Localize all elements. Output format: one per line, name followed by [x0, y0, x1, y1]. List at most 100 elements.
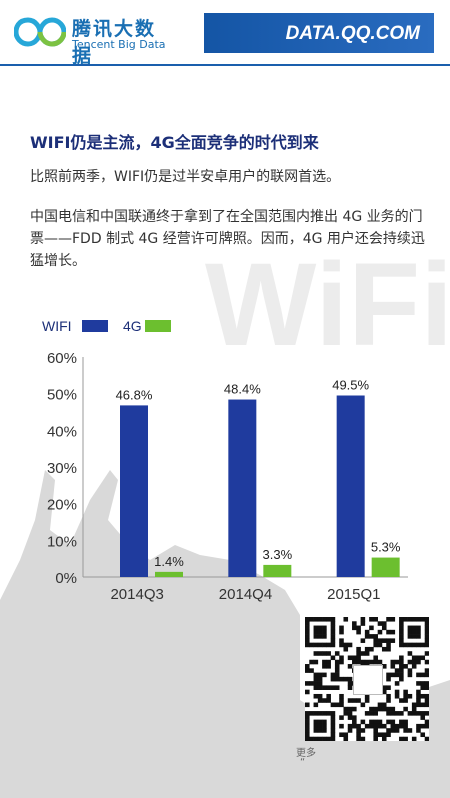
qr-module: [399, 668, 404, 673]
qr-module: [386, 698, 391, 703]
qr-module: [322, 664, 327, 669]
qr-module: [339, 723, 344, 729]
qr-module: [424, 702, 430, 708]
qr-module: [364, 659, 370, 665]
qr-module: [317, 681, 323, 686]
qr-module: [403, 698, 408, 703]
qr-module: [377, 719, 383, 725]
qr-module: [339, 625, 344, 631]
tencent-big-data-logo[interactable]: 腾讯大数据 Tencent Big Data: [14, 12, 174, 67]
qr-module: [407, 642, 413, 648]
qr-module: [411, 629, 417, 635]
logo-english-text: Tencent Big Data: [72, 38, 166, 51]
brand-banner[interactable]: DATA.QQ.COM: [204, 13, 434, 53]
qr-module: [420, 617, 426, 622]
qr-module: [407, 672, 413, 678]
qr-module: [386, 719, 391, 725]
qr-module: [330, 621, 336, 626]
qr-module: [330, 672, 336, 678]
qr-module: [313, 629, 319, 635]
qr-caption-line1: 更多: [296, 748, 316, 759]
qr-module: [403, 693, 408, 699]
qr-module: [399, 659, 404, 665]
bar-4g-2014Q3: [155, 571, 183, 577]
qr-module: [369, 617, 374, 622]
qr-module: [399, 617, 404, 622]
qr-module: [411, 642, 417, 648]
qr-module: [352, 659, 357, 665]
qr-module: [416, 634, 421, 639]
qr-module: [386, 711, 391, 716]
qr-module: [322, 672, 327, 678]
qr-module: [330, 736, 336, 742]
qr-module: [399, 642, 404, 648]
qr-module: [416, 625, 421, 631]
qr-module: [416, 659, 421, 665]
qr-module: [407, 634, 413, 639]
qr-code[interactable]: [305, 617, 430, 742]
qr-module: [334, 685, 340, 690]
data-label: 46.8%: [116, 387, 153, 402]
qr-module: [313, 676, 319, 682]
qr-module: [360, 651, 366, 656]
qr-module: [347, 706, 353, 712]
qr-module: [364, 629, 370, 635]
wifi-4g-bar-chart: 0% 10% 20% 30% 40% 50% 60% WIFI 4G 46.8% 1.4% 2014Q…: [42, 318, 408, 603]
qr-module: [326, 659, 331, 665]
qr-module: [381, 638, 387, 643]
qr-module: [305, 642, 310, 648]
qr-module: [309, 668, 314, 673]
y-tick-label: 10%: [47, 533, 77, 550]
qr-module: [373, 617, 378, 622]
y-tick-label: 20%: [47, 497, 77, 514]
qr-module: [394, 723, 400, 729]
qr-module: [420, 693, 426, 699]
qr-module: [424, 651, 430, 656]
qr-module: [305, 621, 310, 626]
qr-module: [424, 672, 430, 678]
qr-module: [369, 659, 374, 665]
qr-module: [411, 711, 417, 716]
qr-module: [369, 706, 374, 712]
legend-swatch-4g: [145, 320, 171, 332]
qr-module: [424, 723, 430, 729]
qr-module: [305, 617, 310, 622]
qr-module: [317, 676, 323, 682]
qr-module: [399, 698, 404, 703]
qr-module: [424, 625, 430, 631]
qr-module: [411, 634, 417, 639]
qr-module: [305, 736, 310, 742]
qr-module: [364, 634, 370, 639]
qr-module: [339, 655, 344, 661]
bar-4g-2014Q4: [263, 564, 292, 577]
qr-module: [347, 664, 353, 669]
qr-module: [420, 655, 426, 661]
qr-module: [317, 693, 323, 699]
qr-module: [377, 621, 383, 626]
qr-module: [399, 629, 404, 635]
qr-module: [369, 646, 374, 652]
legend-label-4g: 4G: [123, 318, 142, 334]
qr-module: [407, 693, 413, 699]
qr-module: [364, 698, 370, 703]
qr-module: [394, 668, 400, 673]
qr-module: [369, 723, 374, 729]
qr-module: [326, 685, 331, 690]
qr-module: [322, 698, 327, 703]
qr-module: [369, 625, 374, 631]
qr-module: [386, 732, 391, 738]
data-label: 5.3%: [371, 540, 401, 555]
y-tick-label: 50%: [47, 387, 77, 404]
qr-module: [381, 702, 387, 708]
qr-module: [322, 642, 327, 648]
qr-module: [322, 625, 327, 631]
qr-module: [411, 664, 417, 669]
legend-swatch-wifi: [82, 320, 108, 332]
qr-module: [313, 672, 319, 678]
qr-module: [322, 634, 327, 639]
qr-module: [347, 685, 353, 690]
qr-module: [352, 655, 357, 661]
infinity-logo-icon: [14, 17, 66, 47]
qr-module: [411, 702, 417, 708]
qr-module: [305, 728, 310, 733]
